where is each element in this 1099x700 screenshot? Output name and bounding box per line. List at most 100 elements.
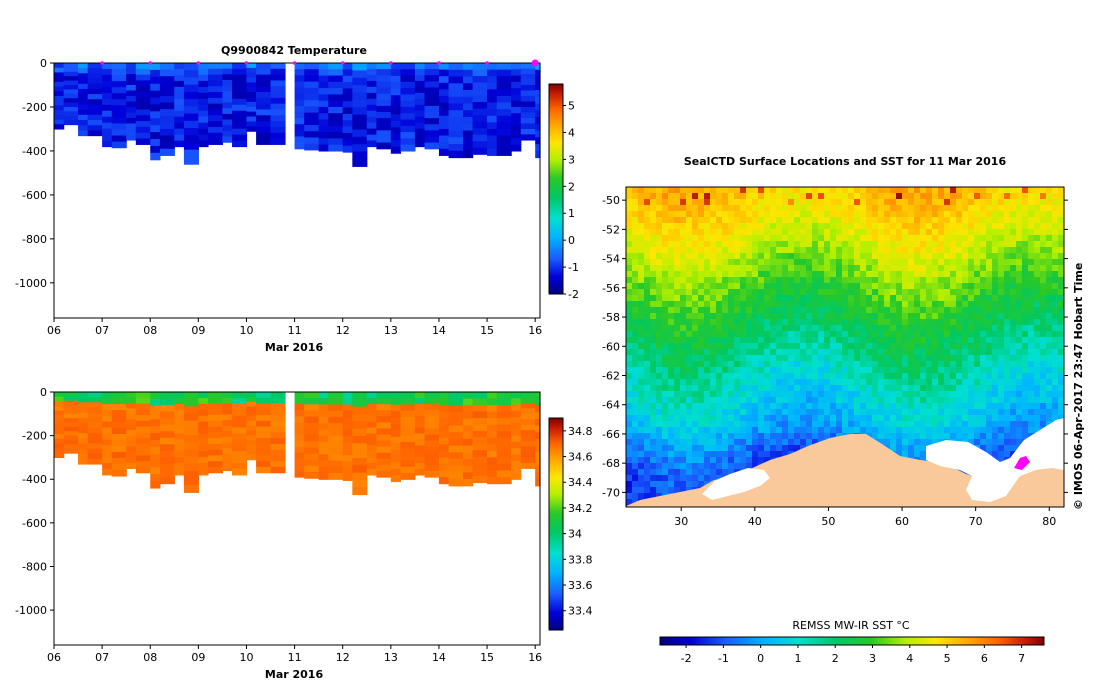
section-cell <box>511 119 522 127</box>
section-cell <box>328 441 344 449</box>
sst-cell <box>1028 409 1034 415</box>
sst-cell <box>776 295 782 301</box>
section-cell <box>496 69 512 77</box>
sst-cell <box>632 367 638 373</box>
sst-cell <box>686 403 692 409</box>
sst-cell <box>938 253 944 259</box>
sst-cell <box>818 211 824 217</box>
sst-cell <box>644 403 650 409</box>
sst-cell <box>818 361 824 367</box>
section-cell <box>198 116 209 124</box>
sst-cell <box>1028 235 1034 241</box>
sst-cell <box>674 409 680 415</box>
sst-cell <box>980 295 986 301</box>
sst-cell <box>794 187 800 193</box>
section-cell <box>328 94 344 102</box>
sst-cell <box>944 283 950 289</box>
sst-cell <box>980 241 986 247</box>
sst-cell <box>788 241 794 247</box>
section-cell <box>207 415 224 422</box>
sst-cell <box>1052 349 1058 355</box>
sst-cell <box>752 301 758 307</box>
section-cell <box>174 392 185 399</box>
sst-cell <box>896 259 902 265</box>
section-cell <box>472 82 488 90</box>
sst-cell <box>656 229 662 235</box>
sst-cell <box>800 355 806 361</box>
section-cell <box>63 84 79 90</box>
sst-cell <box>878 355 884 361</box>
sst-cell <box>920 307 926 313</box>
sst-cell <box>662 403 668 409</box>
section-cell <box>496 63 512 71</box>
sst-cell <box>650 247 656 253</box>
section-cell <box>352 85 368 94</box>
sst-cell <box>842 397 848 403</box>
sst-cell <box>782 433 788 439</box>
sst-cell <box>764 187 770 193</box>
section-cell <box>150 125 161 133</box>
sst-cell <box>824 193 830 199</box>
sst-cell <box>902 397 908 403</box>
sst-cell <box>740 439 746 445</box>
sst-cell <box>716 187 722 193</box>
sst-cell <box>800 319 806 325</box>
section-cell <box>111 463 127 471</box>
sst-cell <box>806 403 812 409</box>
sst-cell <box>1010 283 1016 289</box>
section-cell <box>150 446 161 455</box>
sst-cell <box>1010 199 1016 205</box>
sst-cell <box>902 361 908 367</box>
sst-cell <box>650 277 656 283</box>
sst-cell <box>1034 403 1040 409</box>
sst-cell <box>860 187 866 193</box>
sst-cell <box>626 379 632 385</box>
section-cell <box>318 392 329 399</box>
sst-cell <box>668 421 674 427</box>
sst-cell <box>860 229 866 235</box>
sst-cell <box>740 301 746 307</box>
sst-cell <box>752 313 758 319</box>
sst-cell <box>776 313 782 319</box>
section-cell <box>294 422 305 430</box>
sst-cell <box>650 319 656 325</box>
sst-cell <box>710 403 716 409</box>
sst-cell <box>698 253 704 259</box>
section-cell <box>511 132 522 139</box>
sst-cell <box>842 385 848 391</box>
sst-cell <box>950 217 956 223</box>
section-cell <box>270 466 286 474</box>
sst-cell <box>902 199 908 205</box>
sst-cell <box>962 289 968 295</box>
section-cell <box>246 77 257 84</box>
sst-cell <box>866 247 872 253</box>
section-cell <box>318 423 329 430</box>
sst-cell <box>812 379 818 385</box>
section-cell <box>328 125 344 133</box>
section-cell <box>487 95 498 104</box>
section-cell <box>246 411 257 417</box>
sst-cell <box>626 469 632 475</box>
sst-cell <box>1058 283 1064 289</box>
sst-cell <box>776 283 782 289</box>
sst-cell <box>680 295 686 301</box>
sst-cell <box>926 373 932 379</box>
sst-cell <box>836 199 842 205</box>
sst-cell <box>848 187 854 193</box>
sst-cell <box>698 187 704 193</box>
sst-cell <box>650 343 656 349</box>
sst-cell <box>1016 361 1022 367</box>
sst-cell <box>692 403 698 409</box>
sst-cell <box>968 343 974 349</box>
sst-cell <box>752 199 758 205</box>
sst-cell <box>860 271 866 277</box>
sst-cell <box>866 361 872 367</box>
section-cell <box>400 132 416 139</box>
sst-cell <box>656 283 662 289</box>
section-cell <box>438 398 450 406</box>
sst-cell <box>926 385 932 391</box>
section-cell <box>294 136 305 144</box>
sst-cell <box>986 217 992 223</box>
sst-cell <box>794 307 800 313</box>
sst-cell <box>824 403 830 409</box>
